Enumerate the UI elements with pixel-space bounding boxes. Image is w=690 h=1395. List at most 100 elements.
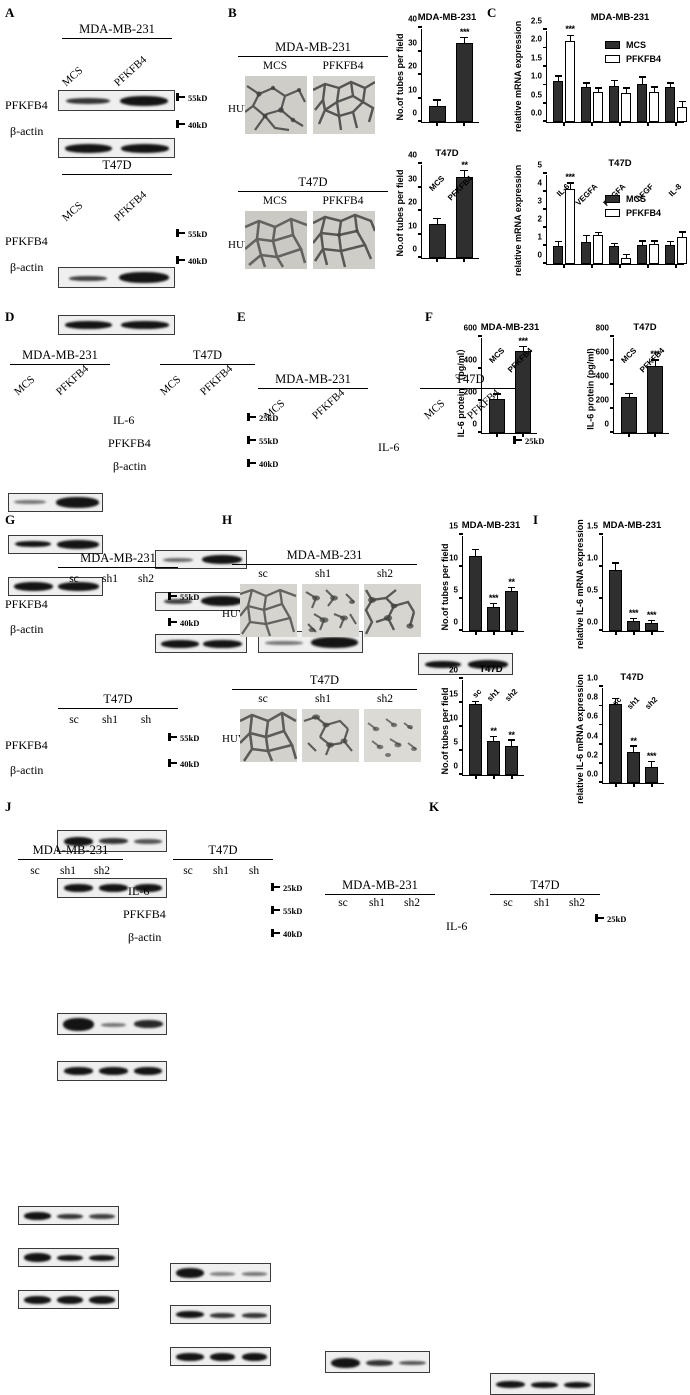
chart-ylabel: relative mRNA expression [513,164,523,276]
mw-label-40: 40kD [188,256,208,266]
y-tick-label: 1.0 [586,673,598,683]
mw-label-40: 40kD [188,120,208,130]
lane-label-j-mda-sc: sc [30,865,40,877]
mw-tick [168,617,177,628]
panel-letter-d: D [5,309,15,324]
panel-letter-f: F [425,309,433,324]
blot-title: MDA-MB-231 [258,372,368,389]
legend-swatch-mcs [605,41,620,49]
chart-f-left: MDA-MB-231 IL-6 protein （pg/ml） 0 200 40… [440,322,550,482]
bar [665,245,675,264]
y-tick-label: 0 [453,617,458,627]
bar [456,177,473,258]
lane-label-k-mda-sh2: sh2 [404,897,420,909]
chart-ylabel: No.of tubes per field [395,33,405,121]
y-tick-label: 1 [537,232,542,242]
lane-label-k-mda-sh1: sh1 [369,897,385,909]
micro-title-h-mda: MDA-MB-231 [232,548,417,565]
bar [505,745,518,775]
y-tick-label: 0.8 [586,692,598,702]
mw-tick [247,412,256,423]
significance-marker: *** [459,27,470,37]
micrograph-image [364,584,421,637]
chart-plot-area: 0 200 400 600 *** MCS PFKFB4 [464,324,537,437]
bar [456,43,473,122]
chart-plot-area: 0 10 20 30 40 *** [408,15,479,126]
lane-label: PFKFB4 [197,362,236,398]
bar [505,590,518,631]
blot-band-row [170,1305,271,1324]
significance-marker: *** [488,593,499,603]
bar [627,620,640,631]
mw-label-25: 25kD [259,413,279,423]
micrograph-title: MDA-MB-231 [232,548,417,565]
chart-plot-area: 0 5 10 15 *** ** [449,522,524,635]
y-tick-label: 0 [412,108,417,118]
mw-label-40: 40kD [180,618,200,628]
chart-i-top: MDA-MB-231 relative IL-6 mRNA expression… [560,519,685,665]
chart-title: T47D [620,672,644,683]
blot-title-e-t47d: T47D [420,372,520,389]
blot-row-label-bactin: β-actin [10,260,44,274]
y-tick-label: 15 [449,689,458,699]
significance-marker: ** [630,736,637,746]
blot-band-row [18,1248,119,1267]
chart-title: T47D [633,322,657,333]
bar [677,237,687,264]
mw-label-25: 25kD [607,914,627,924]
blot-title: T47D [173,843,273,860]
lane-label-j-mda-sh2: sh2 [94,865,110,877]
y-tick-label: 5 [453,737,458,747]
panel-letter-e: E [237,309,246,324]
bar [429,224,446,258]
blot-band-row [57,830,167,852]
lane-label: PFKFB4 [111,53,150,89]
chart-c-top: MDA-MB-231 relative mRNA expression 0.0 … [500,12,687,147]
bar [645,766,658,783]
panel-letter-a: A [5,5,15,20]
y-tick-label: 600 [595,347,609,357]
chart-b-top: MDA-MB-231 No.of tubes per field 0 10 20… [383,12,488,147]
y-tick-label: 0 [604,419,609,429]
mw-label-25: 25kD [283,883,303,893]
mw-label-55: 55kD [180,733,200,743]
chart-plot-area: 0 1 2 3 4 5 *** IL-6 VEGFA PDGFA bFGF IL… [538,161,687,268]
micrograph-image [313,211,375,269]
lane-label-g-t47d-sh: sh [140,714,152,726]
blot-band-row [58,138,175,158]
micrograph-title: MDA-MB-231 [238,40,388,57]
chart-title: MDA-MB-231 [461,520,521,531]
micrograph-image [364,709,421,762]
mw-label-55: 55kD [180,592,200,602]
blot-band-row [18,1290,119,1309]
significance-marker: *** [565,24,575,34]
mw-tick [247,458,256,469]
chart-title: MDA-MB-231 [602,520,662,531]
bar [627,752,640,783]
bar [645,622,658,631]
bar [649,244,659,264]
significance-marker: ** [490,726,497,736]
lane-label-j-t47d-sh: sh [248,865,260,877]
lane-label: PFKFB4 [53,362,92,398]
significance-marker: ** [461,160,468,170]
blot-title-d-mda: MDA-MB-231 [10,348,110,365]
blot-band-row [8,493,103,512]
y-tick-label: 40 [408,14,417,24]
bar [637,83,647,122]
chart-h-bottom: T47D No.of tubes per field 0 5 10 15 20 … [425,664,530,814]
bar [649,91,659,122]
mw-label-40: 40kD [259,459,279,469]
blot-title: MDA-MB-231 [10,348,110,365]
chart-f-right: T47D IL-6 protein (pg/ml) 0 200 400 600 … [570,322,685,482]
bar [609,246,619,264]
bar [621,397,637,433]
lane-label: PFKFB4 [309,386,348,422]
legend-label-pfkfb4: PFKFB4 [626,54,662,64]
y-tick-label: 800 [595,323,609,333]
blot-title: T47D [58,692,178,709]
x-tick-label: sh2 [643,695,660,712]
y-tick-label: 2.0 [530,34,542,44]
y-tick-label: 4 [537,178,542,188]
blot-row-label-bactin: β-actin [10,622,44,636]
